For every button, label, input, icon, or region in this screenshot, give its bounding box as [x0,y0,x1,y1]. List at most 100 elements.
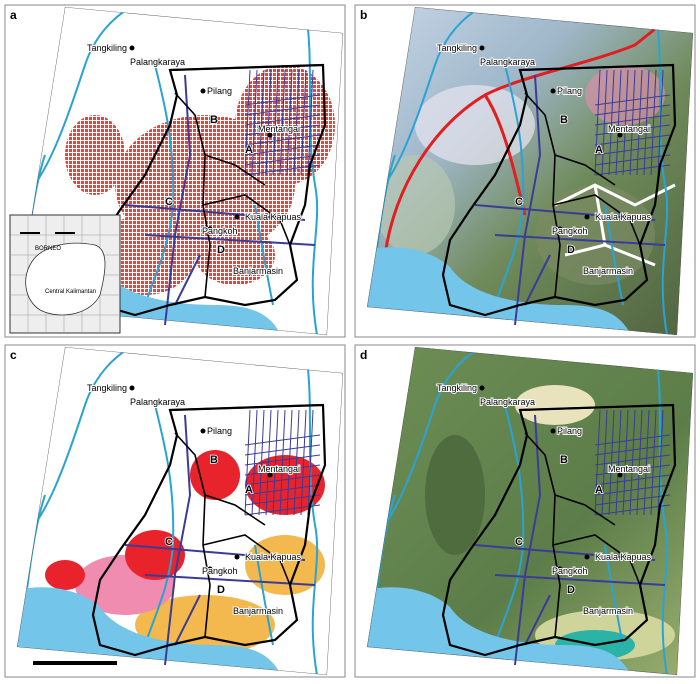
river [494,64,525,306]
canal [629,409,636,516]
place-label: Palangkaraya [130,57,185,67]
river [304,7,319,335]
block-boundary [524,432,641,638]
town [152,402,158,408]
place-label: Pangkoh [202,566,238,576]
block-boundary [174,432,291,638]
canal [594,104,671,116]
canal [286,409,293,516]
inset-label: BORNEO [35,246,61,252]
block-label: B [560,454,568,466]
place-label: Palangkaraya [130,397,185,407]
canal [244,434,321,446]
town [550,88,556,94]
town [592,608,598,614]
river [654,7,669,335]
town [592,268,598,274]
canal [594,454,671,466]
place-label: Pilang [207,86,232,96]
town [129,45,135,51]
town [502,402,508,408]
canal [594,164,671,176]
place-label: Banjarmasin [233,266,283,276]
town [234,214,240,220]
project-boundary [91,63,327,317]
town [129,385,135,391]
place-label: Palangkaraya [480,397,535,407]
place-label: Kuala Kapuas [245,212,302,222]
panel-letter: b [360,8,367,22]
canal [244,134,321,146]
canal [244,494,321,506]
landcover [585,65,665,125]
place-label: Pilang [557,86,582,96]
canal [307,69,314,176]
block-label: B [210,454,218,466]
canal [244,504,321,516]
canal [594,504,671,516]
place-label: Mentangai [258,124,300,134]
block-label: A [595,484,603,496]
canal [244,444,321,456]
block-label: A [245,144,253,156]
town [479,385,485,391]
canal [594,124,671,136]
town [267,472,273,478]
place-label: Pangkoh [202,226,238,236]
canal [594,464,671,476]
canal [594,434,671,446]
place-label: Kuala Kapuas [245,552,302,562]
tile-edge [17,7,343,335]
canal [594,474,671,486]
town [267,132,273,138]
canal [622,69,629,176]
place-label: Tangkiling [437,43,477,53]
river [604,204,624,306]
canal [594,444,671,456]
panel-letter: d [360,348,367,362]
place-label: Kuala Kapuas [595,552,652,562]
project-boundary [441,403,677,657]
block-label: C [515,196,523,208]
place-label: Mentangai [608,124,650,134]
burn-area [135,595,275,655]
place-label: Pangkoh [552,566,588,576]
place-label: Tangkiling [87,383,127,393]
river [604,544,624,646]
canal [594,94,671,106]
river [304,347,319,675]
town [234,554,240,560]
town [200,428,206,434]
town [617,132,623,138]
canal [244,454,321,466]
landcover [415,85,535,165]
block-label: C [515,536,523,548]
town [557,226,563,232]
block-label: A [245,484,253,496]
river [254,204,274,306]
project-boundary [91,403,327,657]
block-boundary [524,92,641,298]
town [617,472,623,478]
canal [279,409,286,516]
canal [594,494,671,506]
canal [265,69,272,176]
place-label: Pilang [557,426,582,436]
canal [594,144,671,156]
burn-area [245,455,325,515]
vegetation [425,435,485,555]
river [654,347,669,675]
canal [293,409,300,516]
canal [244,409,251,516]
river [494,404,525,646]
canal [657,409,664,516]
canal [594,114,671,126]
place-label: Mentangai [608,464,650,474]
canal [293,69,300,176]
block-label: D [217,584,225,596]
canal [244,114,321,126]
